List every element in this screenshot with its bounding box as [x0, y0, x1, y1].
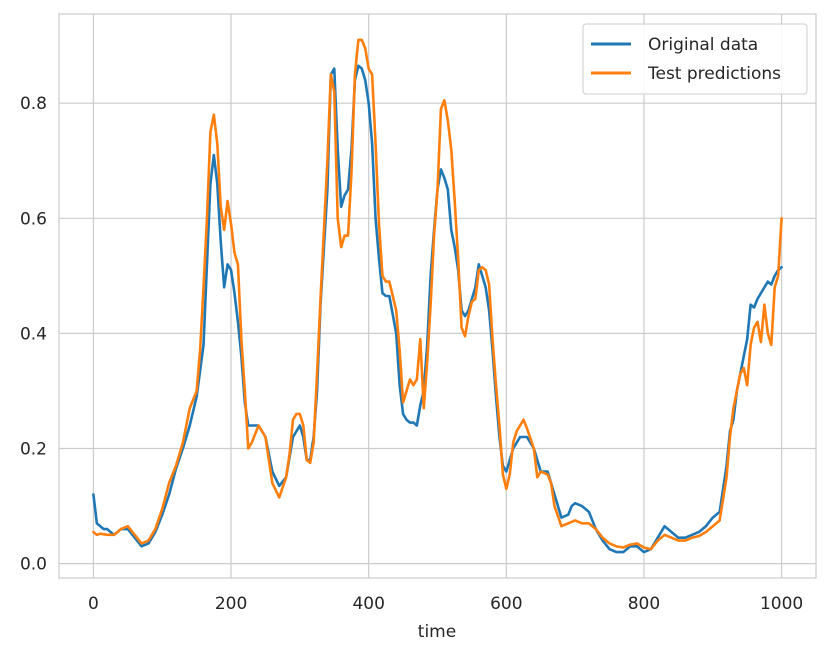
series-line-test-predictions	[92, 38, 783, 551]
legend-label-original-data: Original data	[648, 35, 758, 55]
x-axis-label: time	[418, 622, 456, 642]
x-axis-ticks: 0 200 400 600 800 1000	[88, 594, 803, 614]
x-tick-label: 200	[215, 594, 247, 614]
legend-box	[582, 23, 808, 95]
legend: Original data Test predictions	[582, 23, 808, 95]
y-tick-label: 0.6	[20, 209, 47, 229]
series-layer	[92, 38, 783, 554]
x-tick-label: 1000	[760, 594, 803, 614]
y-tick-label: 0.2	[20, 440, 47, 460]
y-tick-label: 0.4	[20, 324, 47, 344]
y-tick-label: 0.8	[20, 94, 47, 114]
x-tick-label: 600	[490, 594, 522, 614]
legend-label-test-predictions: Test predictions	[647, 64, 781, 84]
plot-background	[58, 13, 817, 579]
x-tick-label: 400	[352, 594, 384, 614]
y-tick-label: 0.0	[20, 555, 47, 575]
x-tick-label: 0	[88, 594, 99, 614]
x-tick-label: 800	[628, 594, 660, 614]
y-axis-ticks: 0.0 0.2 0.4 0.6 0.8	[20, 94, 47, 574]
